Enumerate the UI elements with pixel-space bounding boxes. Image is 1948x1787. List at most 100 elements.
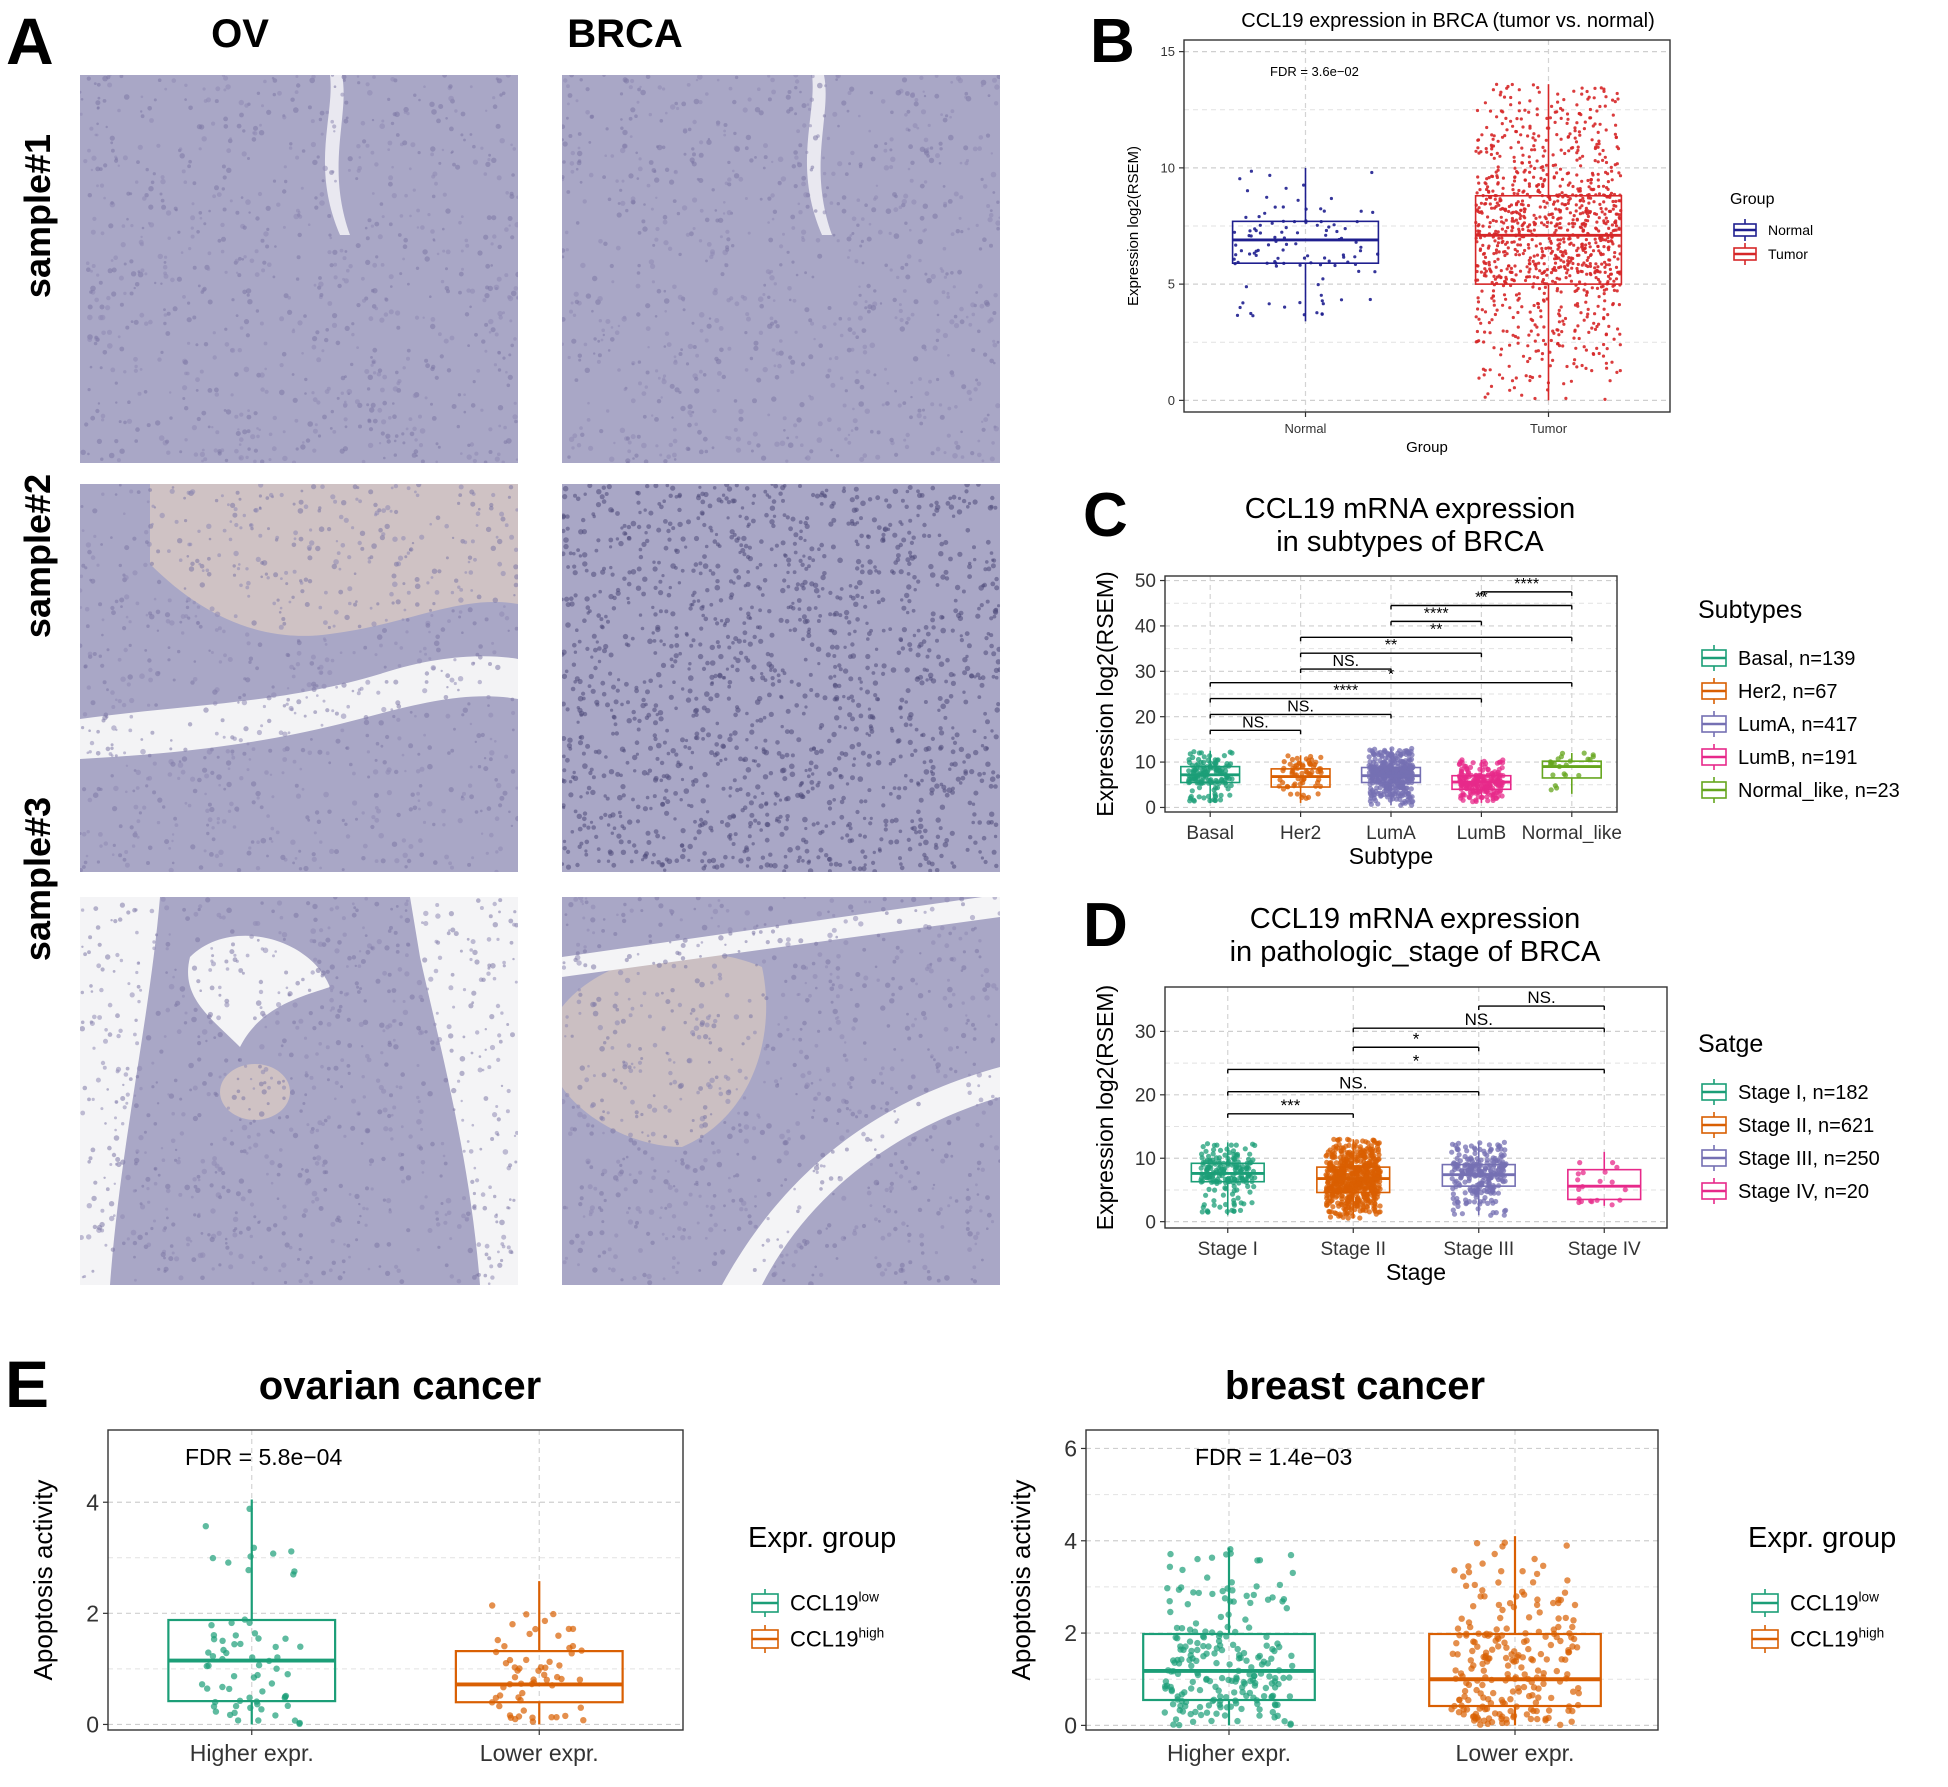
nucleus	[259, 805, 264, 810]
nucleus	[287, 296, 291, 300]
nucleus	[393, 1044, 399, 1050]
nucleus	[900, 265, 905, 270]
nucleus	[978, 850, 982, 854]
nucleus	[930, 617, 935, 623]
nucleus	[642, 680, 647, 684]
nucleus	[387, 972, 392, 977]
nucleus	[813, 606, 818, 610]
nucleus	[686, 83, 691, 87]
nucleus	[643, 508, 647, 512]
nucleus	[223, 787, 227, 791]
nucleus	[465, 243, 470, 248]
nucleus	[433, 640, 440, 647]
nucleus	[402, 1009, 409, 1016]
nucleus	[208, 209, 211, 213]
nucleus	[344, 100, 349, 105]
nucleus	[795, 845, 801, 851]
nucleus	[313, 957, 318, 962]
nucleus	[110, 536, 113, 539]
nucleus	[776, 673, 781, 678]
nucleus	[141, 226, 145, 230]
nucleus	[938, 162, 942, 165]
nucleus	[695, 353, 699, 358]
nucleus	[422, 688, 428, 694]
nucleus	[325, 937, 331, 943]
nucleus	[406, 486, 411, 491]
nucleus	[498, 424, 502, 428]
nucleus	[247, 299, 253, 305]
nucleus	[858, 285, 861, 288]
nucleus	[602, 75, 606, 77]
nucleus	[348, 1255, 351, 1259]
nucleus	[696, 599, 701, 603]
nucleus	[897, 403, 902, 408]
nucleus	[847, 433, 851, 437]
nucleus	[87, 549, 92, 555]
nucleus	[256, 91, 261, 95]
nucleus	[777, 363, 782, 369]
nucleus	[159, 192, 163, 196]
nucleus	[416, 1248, 420, 1252]
nucleus	[448, 787, 454, 793]
nucleus	[572, 775, 579, 781]
nucleus	[674, 752, 679, 757]
nucleus	[955, 229, 960, 234]
nucleus	[160, 350, 164, 354]
nucleus	[687, 447, 691, 451]
nucleus	[699, 328, 704, 333]
nucleus	[742, 296, 748, 301]
nucleus	[490, 327, 496, 333]
nucleus	[949, 319, 955, 325]
nucleus	[392, 1038, 396, 1042]
nucleus	[431, 194, 436, 199]
nucleus	[152, 761, 157, 766]
nucleus	[914, 98, 919, 102]
nucleus	[985, 560, 989, 564]
nucleus	[207, 802, 212, 807]
nucleus	[732, 169, 735, 173]
nucleus	[732, 581, 736, 585]
nucleus	[229, 949, 235, 955]
nucleus	[509, 194, 515, 199]
nucleus	[258, 494, 262, 498]
nucleus	[758, 608, 762, 613]
nucleus	[375, 1078, 381, 1083]
nucleus	[975, 223, 979, 227]
nucleus	[113, 255, 118, 260]
nucleus	[486, 806, 492, 811]
nucleus	[173, 1078, 178, 1083]
nucleus	[341, 1259, 346, 1264]
nucleus	[870, 305, 877, 311]
nucleus	[575, 99, 579, 103]
nucleus	[896, 650, 902, 656]
nucleus	[268, 748, 273, 753]
nucleus	[310, 970, 315, 975]
nucleus	[692, 119, 697, 125]
nucleus	[844, 437, 848, 441]
nucleus	[978, 247, 983, 251]
nucleus	[199, 216, 203, 220]
nucleus	[400, 1072, 406, 1077]
nucleus	[402, 140, 408, 146]
nucleus	[748, 825, 752, 829]
nucleus	[562, 551, 566, 557]
nucleus	[488, 450, 493, 454]
nucleus	[673, 458, 677, 461]
nucleus	[338, 567, 342, 571]
nucleus	[94, 297, 99, 303]
nucleus	[329, 848, 335, 854]
nucleus	[514, 222, 518, 228]
nucleus	[435, 1217, 439, 1221]
nucleus	[674, 706, 678, 711]
nucleus	[197, 1057, 202, 1062]
nucleus	[355, 497, 359, 501]
nucleus	[188, 542, 193, 547]
nucleus	[184, 438, 188, 442]
nucleus	[294, 418, 299, 423]
nucleus	[762, 366, 768, 373]
nucleus	[648, 160, 654, 165]
nucleus	[911, 608, 916, 613]
nucleus	[693, 98, 700, 105]
nucleus	[615, 245, 621, 251]
nucleus	[855, 370, 859, 374]
